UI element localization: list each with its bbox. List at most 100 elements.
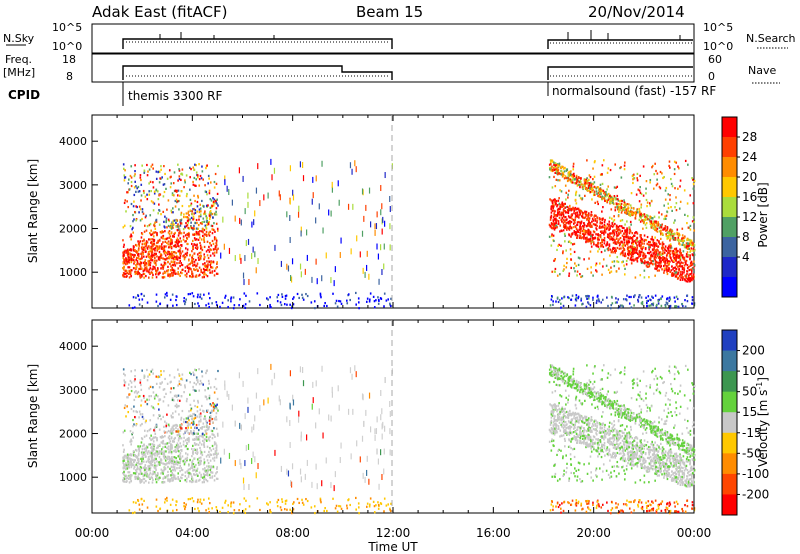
echo-cell	[167, 224, 170, 228]
echo-cell	[548, 163, 551, 166]
echo-cell	[639, 233, 642, 237]
echo-cell	[280, 260, 283, 267]
echo-cell	[208, 436, 210, 439]
echo-cell	[669, 256, 672, 259]
echo-cell	[164, 263, 167, 266]
echo-cell	[209, 271, 212, 274]
echo-cell	[154, 454, 156, 457]
echo-cell	[624, 254, 627, 258]
echo-cell	[673, 296, 676, 299]
echo-cell	[210, 224, 213, 227]
echo-cell	[681, 272, 684, 275]
echo-cell	[651, 260, 653, 263]
echo-cell	[143, 171, 146, 174]
echo-cell	[181, 468, 184, 472]
echo-cell	[563, 224, 566, 227]
echo-cell	[692, 277, 695, 280]
echo-cell	[169, 478, 172, 481]
echo-cell	[161, 266, 164, 269]
echo-cell	[686, 277, 689, 281]
echo-cell	[155, 475, 158, 478]
echo-cell	[549, 304, 552, 307]
echo-cell	[596, 299, 598, 302]
echo-cell	[577, 176, 580, 179]
echo-cell	[230, 297, 232, 300]
echo-cell	[651, 254, 654, 257]
echo-cell	[679, 249, 682, 252]
echo-cell	[137, 454, 140, 457]
echo-cell	[150, 257, 153, 260]
echo-cell	[692, 243, 694, 246]
echo-cell	[173, 476, 176, 479]
echo-cell	[187, 447, 189, 451]
echo-cell	[593, 190, 596, 193]
echo-cell	[145, 479, 147, 483]
echo-cell	[185, 298, 187, 301]
echo-cell	[178, 261, 180, 265]
echo-cell	[169, 458, 172, 461]
echo-cell	[124, 259, 126, 262]
echo-cell	[215, 213, 218, 216]
echo-cell	[153, 202, 156, 205]
echo-cell	[315, 217, 317, 224]
echo-cell	[656, 266, 658, 269]
echo-cell	[676, 256, 678, 259]
echo-cell	[584, 210, 586, 213]
echo-cell	[164, 254, 167, 257]
echo-cell	[203, 236, 205, 239]
echo-cell	[641, 260, 644, 263]
echo-cell	[136, 262, 139, 265]
echo-cell	[632, 295, 635, 299]
echo-cell	[153, 243, 156, 246]
echo-cell	[559, 224, 562, 227]
echo-cell	[172, 431, 174, 434]
echo-cell	[590, 271, 593, 274]
echo-cell	[335, 299, 338, 302]
echo-cell	[597, 234, 600, 237]
echo-cell	[573, 209, 576, 212]
echo-cell	[177, 225, 179, 228]
echo-cell	[641, 303, 644, 306]
echo-cell	[562, 250, 564, 253]
echo-cell	[180, 262, 182, 265]
echo-cell	[346, 299, 348, 302]
echo-cell	[179, 457, 181, 460]
echo-cell	[629, 204, 632, 207]
echo-cell	[365, 300, 368, 303]
echo-cell	[689, 273, 692, 276]
echo-cell	[126, 258, 128, 261]
echo-cell	[165, 392, 167, 395]
echo-cell	[563, 268, 565, 271]
echo-cell	[588, 229, 590, 232]
echo-cell	[133, 262, 135, 265]
echo-cell	[209, 254, 212, 257]
echo-cell	[174, 189, 177, 192]
echo-cell	[642, 194, 645, 197]
echo-cell	[153, 239, 156, 242]
echo-cell	[692, 202, 695, 205]
echo-cell	[622, 238, 625, 241]
echo-cell	[192, 257, 195, 261]
echo-cell	[578, 210, 581, 213]
echo-cell	[203, 205, 205, 208]
echo-cell	[644, 260, 646, 263]
echo-cell	[592, 223, 595, 226]
echo-cell	[683, 246, 686, 249]
echo-cell	[558, 179, 561, 182]
echo-cell	[685, 263, 687, 266]
echo-cell	[166, 458, 169, 461]
echo-cell	[691, 296, 694, 299]
echo-cell	[153, 397, 156, 400]
echo-cell	[269, 296, 271, 299]
echo-cell	[652, 260, 654, 263]
echo-cell	[124, 477, 127, 480]
echo-cell	[584, 184, 586, 188]
echo-cell	[156, 446, 158, 449]
echo-cell	[130, 466, 133, 469]
echo-cell	[556, 248, 558, 252]
echo-cell	[675, 250, 678, 254]
echo-cell	[550, 169, 552, 172]
echo-cell	[123, 473, 125, 476]
echo-cell	[157, 402, 160, 406]
echo-cell	[126, 262, 129, 265]
